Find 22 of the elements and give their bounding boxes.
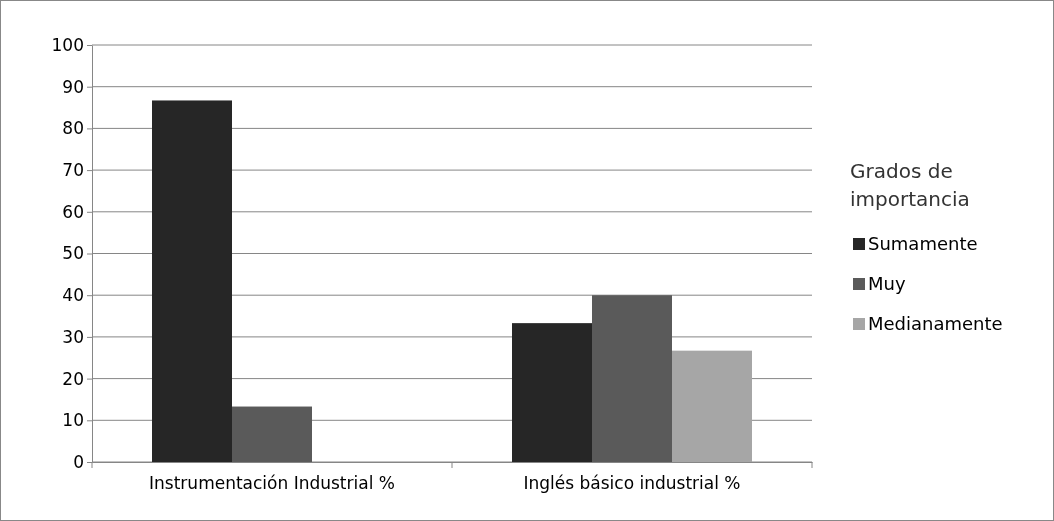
x-tick-label: Instrumentación Industrial %: [149, 472, 395, 493]
y-tick-label: 80: [62, 118, 84, 139]
y-tick-label: 90: [62, 76, 84, 97]
bar: [232, 406, 312, 462]
y-tick-label: 10: [62, 410, 84, 431]
x-tick-label: Inglés básico industrial %: [523, 472, 741, 493]
bar: [672, 350, 752, 462]
bar: [152, 100, 232, 462]
bar: [592, 295, 672, 462]
y-tick-label: 70: [62, 160, 84, 181]
y-tick-label: 100: [51, 34, 84, 55]
legend-title: Grados de importancia: [850, 159, 970, 211]
y-tick-label: 0: [73, 451, 84, 472]
bar: [512, 323, 592, 462]
y-tick-label: 60: [62, 201, 84, 222]
y-tick-label: 40: [62, 285, 84, 306]
y-tick-label: 20: [62, 368, 84, 389]
y-tick-label: 30: [62, 326, 84, 347]
legend-label: Sumamente: [868, 233, 978, 254]
legend-label: Medianamente: [868, 313, 1003, 334]
legend-label: Muy: [868, 273, 906, 294]
y-tick-label: 50: [62, 243, 84, 264]
